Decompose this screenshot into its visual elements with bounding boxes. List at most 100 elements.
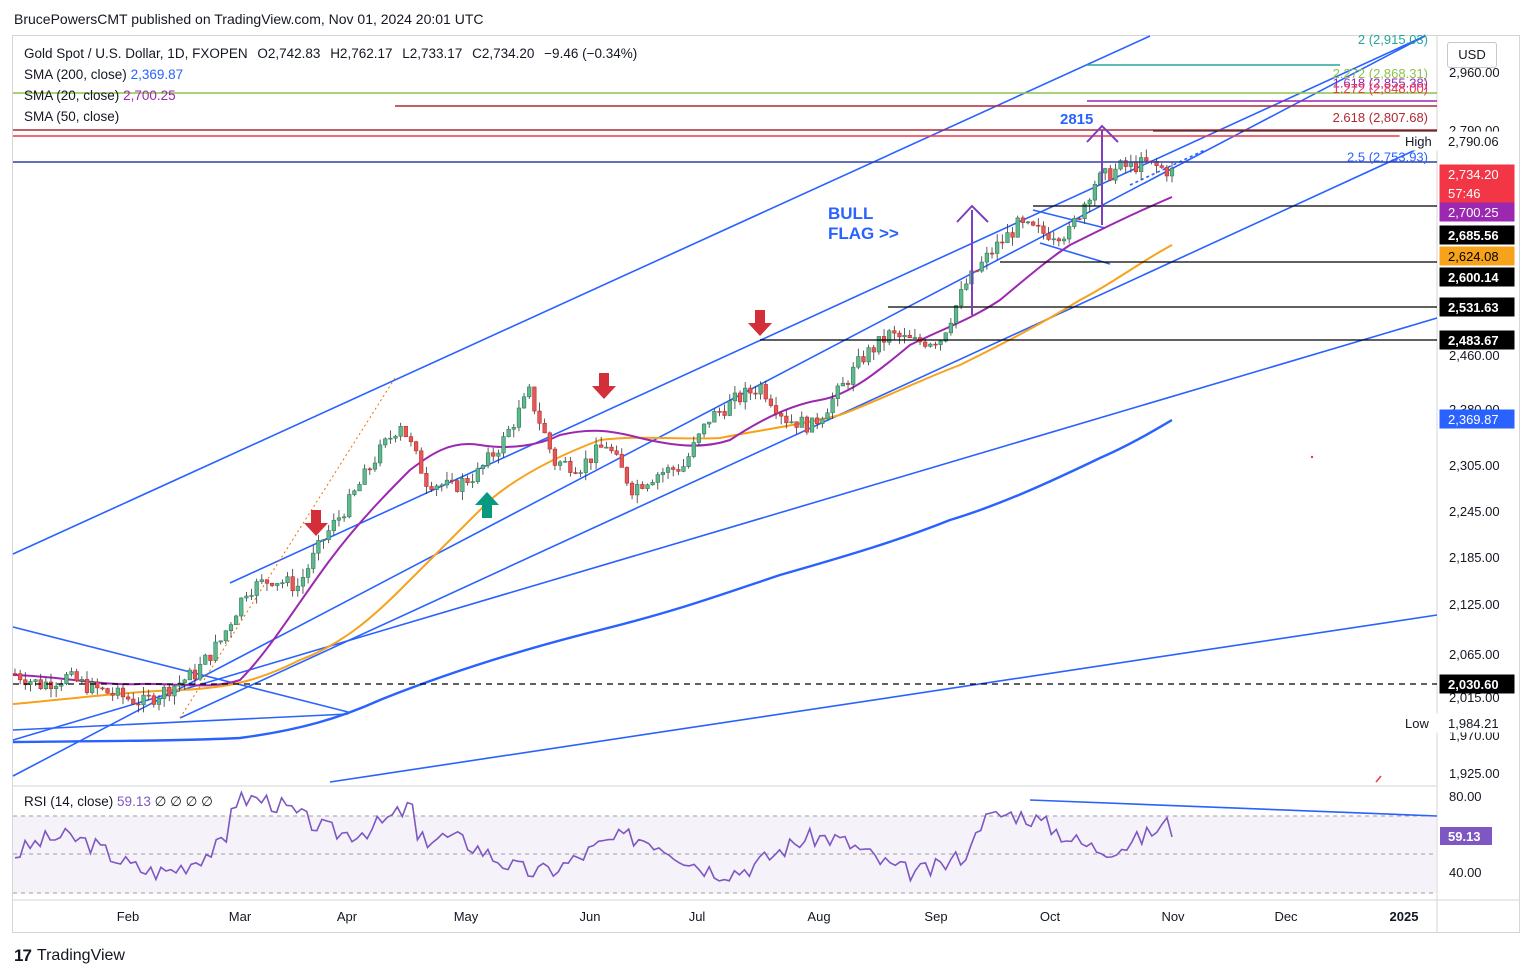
rsi-badge-text: 59.13 (1448, 829, 1481, 844)
candle-body (115, 687, 120, 696)
candle-body (722, 411, 727, 416)
legend-rsi-label: RSI (14, close) (24, 794, 114, 809)
candle-body (506, 428, 511, 437)
candle-body (732, 392, 738, 402)
candle-body (902, 334, 907, 338)
time-tick: Nov (1161, 909, 1185, 924)
candle-body (1072, 218, 1077, 227)
candle-body (408, 436, 414, 443)
candle-body (465, 478, 470, 483)
time-tick: Oct (1040, 909, 1061, 924)
stray-dot (1310, 455, 1314, 459)
footer-logo[interactable]: 17 TradingView (14, 946, 125, 966)
candle-body (470, 481, 475, 483)
candle-body (578, 472, 583, 474)
candle-body (234, 615, 239, 625)
time-tick: Feb (117, 909, 139, 924)
candle-body (141, 694, 146, 706)
candle-body (1159, 165, 1164, 168)
sma-50-line[interactable] (12, 244, 1173, 705)
price-badge-text: 2,734.20 (1448, 167, 1499, 182)
candle-body (460, 478, 465, 492)
candle-body (1046, 233, 1051, 240)
candle-body (1015, 217, 1020, 238)
legend-sma200[interactable]: SMA (200, close) 2,369.87 (24, 67, 183, 82)
candle-body (835, 385, 840, 399)
price-tick: 2,185.00 (1449, 550, 1500, 565)
candle-body (964, 283, 969, 290)
candle-body (311, 552, 316, 569)
candle-body (244, 595, 249, 599)
candle-body (336, 517, 342, 521)
candle-body (192, 669, 198, 680)
candle-body (660, 472, 666, 475)
candle-body (223, 630, 228, 642)
trendline-upper-channel (12, 35, 1151, 555)
candle-body (342, 516, 347, 519)
candle-body (943, 332, 948, 342)
candles[interactable] (12, 149, 1175, 713)
legend-rsi[interactable]: RSI (14, close) 59.13 ∅ ∅ ∅ ∅ (24, 794, 213, 810)
key-levels[interactable] (13, 130, 1437, 685)
candle-body (259, 579, 264, 582)
time-axis[interactable]: Feb Mar Apr May Jun Jul Aug Sep Oct Nov Dec 2025 (117, 909, 1419, 924)
candle-body (593, 444, 599, 463)
price-tick: 2,245.00 (1449, 504, 1500, 519)
candle-body (876, 336, 881, 353)
candle-body (326, 530, 331, 541)
price-badge (1439, 202, 1515, 222)
candle-body (54, 685, 59, 690)
candle-body (989, 252, 995, 255)
trendlines[interactable] (12, 35, 1438, 817)
candle-body (547, 432, 552, 450)
candle-body (938, 340, 943, 345)
time-tick: May (454, 909, 479, 924)
candle-body (773, 405, 779, 414)
rsi-line[interactable] (14, 790, 1173, 883)
candle-body (1087, 199, 1092, 205)
candle-body (573, 472, 578, 474)
candle-body (624, 467, 630, 484)
candle-body (377, 444, 383, 464)
fib-label: 2.5 (2,753.93) (1347, 149, 1428, 164)
candle-body (892, 330, 897, 334)
fib-labels: 2 (2,915.03) 2.272 (2,868.31)1.618 (2,855… (1333, 32, 1428, 164)
legend-sma20[interactable]: SMA (20, close) 2,700.25 (24, 88, 176, 103)
sma-200-line[interactable] (12, 418, 1173, 744)
bull-flag-line2: FLAG >> (828, 224, 899, 243)
candle-body (306, 568, 311, 578)
arrow-head-1 (956, 204, 989, 223)
candle-body (162, 686, 167, 699)
candle-body (172, 685, 177, 697)
candle-body (352, 490, 357, 495)
candle-body (871, 347, 876, 353)
candle-body (532, 386, 537, 412)
candle-body (861, 356, 866, 363)
candle-body (753, 392, 758, 395)
time-tick: Jun (580, 909, 601, 924)
candle-body (629, 482, 635, 496)
legend-sma200-label: SMA (200, close) (24, 67, 127, 82)
price-badge-text: 2,600.14 (1448, 270, 1499, 285)
price-tick: 2,960.00 (1449, 65, 1500, 80)
wedge-upper (12, 626, 349, 713)
price-badge-text: 2,531.63 (1448, 300, 1499, 315)
fib-levels[interactable] (13, 64, 1437, 163)
price-tick: 1,925.00 (1449, 766, 1500, 781)
candle-body (228, 624, 234, 632)
candle-body (979, 261, 984, 272)
candle-body (167, 686, 172, 697)
time-tick: Aug (807, 909, 830, 924)
legend-low: L2,733.17 (402, 46, 463, 61)
candle-body (707, 421, 712, 425)
candle-body (455, 480, 460, 492)
candle-body (1082, 203, 1087, 219)
candle-body (198, 664, 203, 680)
candle-body (126, 696, 131, 700)
sma-20-line[interactable] (12, 196, 1173, 687)
legend-sma50[interactable]: SMA (50, close) (24, 109, 119, 124)
candle-body (1092, 183, 1097, 201)
currency-button[interactable]: USD (1447, 42, 1497, 68)
candle-body (516, 407, 522, 428)
